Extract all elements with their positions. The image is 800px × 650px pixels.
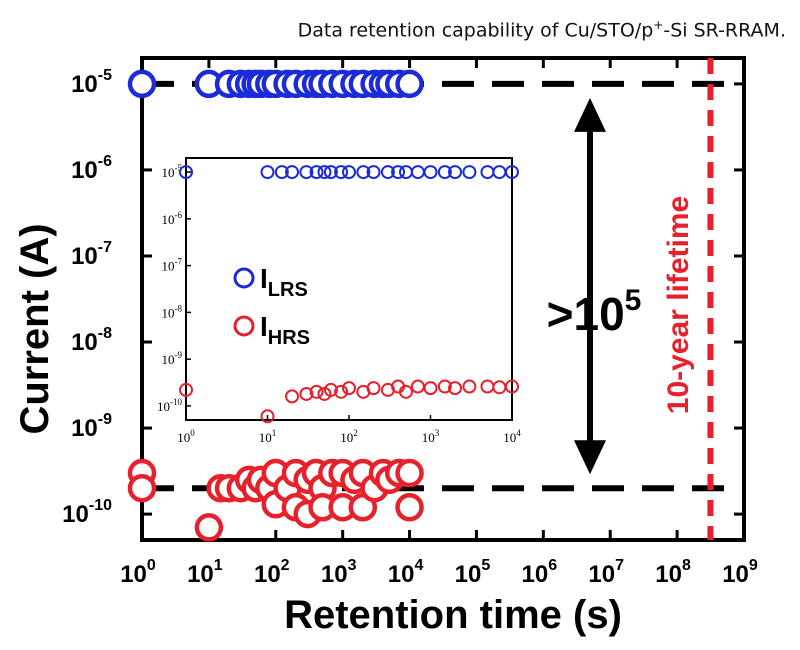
legend-marker-lrs (233, 267, 255, 289)
main-y-tick-label: 10-7 (71, 239, 112, 270)
inset-plot-frame (185, 157, 513, 421)
main-x-tick-label: 108 (655, 557, 691, 588)
inset-lrs-point (505, 165, 519, 180)
main-x-tick-label: 105 (455, 557, 491, 588)
main-x-tick-label: 106 (522, 557, 558, 588)
main-y-tick-label: 10-9 (71, 411, 112, 442)
chart-title: Data retention capability of Cu/STO/p+-S… (297, 18, 786, 42)
inset-hrs-point (334, 384, 349, 399)
inset-hrs-point (299, 386, 314, 401)
inset-lrs-point (323, 165, 338, 180)
main-lrs-point (127, 69, 157, 99)
inset-hrs-point (260, 409, 275, 424)
inset-lrs-point (334, 165, 349, 180)
inset-x-tick-label: 101 (259, 428, 277, 445)
inset-lrs-point (380, 165, 395, 180)
legend-label-hrs: IHRS (260, 311, 310, 349)
inset-y-tick-label: 10-7 (162, 257, 183, 274)
ratio-arrow-up-head (574, 97, 606, 132)
inset-hrs-point (462, 379, 477, 394)
inset-lrs-point (423, 165, 438, 180)
inset-hrs-point (505, 379, 519, 394)
inset-y-tick-label: 10-8 (162, 303, 183, 320)
inset-lrs-point (317, 165, 332, 180)
main-x-axis-title: Retention time (s) (284, 593, 622, 637)
main-x-tick-label: 109 (722, 557, 758, 588)
inset-hrs-point (323, 382, 338, 397)
inset-lrs-point (342, 165, 356, 180)
main-hrs-point (395, 493, 424, 522)
inset-lrs-point (309, 165, 324, 180)
main-y-axis-title: Current (A) (13, 223, 57, 434)
main-x-tick-label: 102 (254, 557, 290, 588)
lifetime-annotation: 10-year lifetime (662, 196, 695, 414)
inset-hrs-point (423, 381, 438, 396)
main-x-tick-label: 100 (120, 557, 156, 588)
inset-y-tick-label: 10-9 (162, 350, 183, 367)
inset-hrs-point (285, 389, 300, 404)
inset-lrs-point (437, 165, 452, 180)
inset-x-tick-label: 102 (340, 428, 358, 445)
main-x-tick-label: 103 (321, 557, 357, 588)
inset-lrs-point (366, 165, 381, 180)
inset-hrs-point (342, 381, 356, 396)
inset-lrs-point (356, 165, 371, 180)
main-hrs-point (395, 458, 424, 488)
inset-hrs-point (309, 384, 324, 399)
inset-lrs-point (260, 165, 275, 180)
inset-hrs-point (448, 381, 463, 396)
inset-hrs-point (398, 384, 413, 399)
main-series-lrs (127, 69, 424, 99)
ratio-annotation: >105 (547, 284, 642, 340)
inset-hrs-point (366, 381, 381, 396)
main-series-hrs (127, 458, 424, 542)
inset-lrs-point (462, 165, 477, 180)
main-y-tick-label: 10-8 (71, 325, 112, 356)
inset-x-tick-label: 104 (503, 428, 521, 445)
inset-x-tick-label: 100 (177, 428, 195, 445)
inset-lrs-point (285, 165, 300, 180)
inset-lrs-point (274, 165, 289, 180)
ratio-arrow-down-head (574, 440, 606, 475)
inset-y-tick-label: 10-6 (162, 210, 183, 227)
main-x-tick-label: 107 (588, 557, 624, 588)
inset-lrs-point (448, 165, 463, 180)
inset-series-lrs (179, 165, 519, 180)
inset-hrs-point (437, 379, 452, 394)
main-y-tick-label: 10-6 (71, 153, 112, 184)
main-plot-frame (140, 56, 746, 542)
inset-lrs-point (179, 165, 193, 180)
main-lrs-point (395, 69, 424, 99)
inset-hrs-point (179, 382, 193, 397)
inset-series-hrs (179, 379, 519, 424)
main-x-tick-label: 104 (388, 557, 424, 588)
inset-lrs-point (299, 165, 314, 180)
main-x-tick-label: 101 (187, 557, 223, 588)
legend-marker-hrs (233, 315, 255, 337)
inset-y-tick-label: 10-5 (162, 163, 183, 180)
main-y-tick-label: 10-10 (62, 497, 112, 528)
main-y-tick-label: 10-5 (71, 67, 112, 98)
inset-lrs-point (391, 165, 406, 180)
main-hrs-point (127, 473, 157, 503)
main-hrs-point (194, 513, 224, 542)
inset-y-tick-label: 10-10 (157, 397, 182, 414)
inset-x-tick-label: 103 (422, 428, 440, 445)
legend-label-lrs: ILRS (260, 263, 308, 301)
